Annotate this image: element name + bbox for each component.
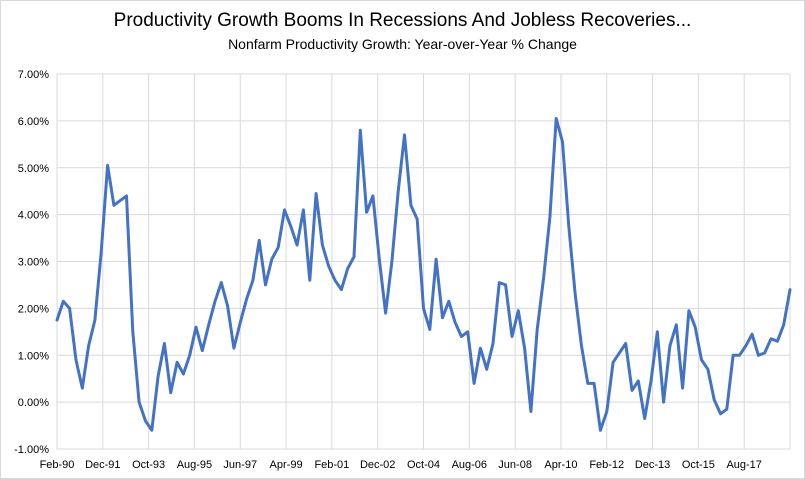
chart-title: Productivity Growth Booms In Recessions …	[113, 10, 692, 31]
gridlines	[56, 73, 791, 450]
y-tick-label: 1.00%	[18, 350, 49, 362]
y-axis-ticks: -1.00% 0.00% 1.00% 2.00% 3.00% 4.00% 5.00% 6.00…	[14, 69, 49, 456]
x-tick-label: Aug-95	[177, 459, 212, 471]
series-layer	[55, 117, 792, 432]
x-tick-label: Oct-93	[132, 459, 165, 471]
y-tick-label: 6.00%	[18, 116, 49, 128]
x-tick-label: Dec-13	[635, 459, 670, 471]
x-tick-label: Dec-91	[85, 459, 120, 471]
y-tick-label: 4.00%	[18, 210, 49, 222]
x-tick-label: Aug-06	[452, 459, 487, 471]
x-tick-label: Dec-02	[360, 459, 395, 471]
x-tick-label: Oct-04	[407, 459, 440, 471]
chart-subtitle: Nonfarm Productivity Growth: Year-over-Y…	[228, 36, 577, 52]
x-tick-label: Jun-97	[223, 459, 257, 471]
x-tick-label: Aug-17	[726, 459, 761, 471]
x-tick-label: Feb-12	[589, 459, 624, 471]
x-tick-label: Apr-10	[544, 459, 577, 471]
series-line	[55, 117, 792, 432]
x-tick-label: Apr-99	[270, 459, 303, 471]
y-tick-label: 5.00%	[18, 163, 49, 175]
x-tick-label: Oct-15	[682, 459, 715, 471]
y-tick-label: 7.00%	[18, 69, 49, 81]
x-tick-label: Feb-90	[40, 459, 75, 471]
x-tick-label: Jun-08	[498, 459, 532, 471]
y-tick-label: 0.00%	[18, 397, 49, 409]
y-tick-label: 2.00%	[18, 303, 49, 315]
y-tick-label: 3.00%	[18, 257, 49, 269]
x-axis-ticks: Feb-90 Dec-91 Oct-93 Aug-95 Jun-97 Apr-99 Feb-…	[40, 459, 762, 471]
x-tick-label: Feb-01	[314, 459, 349, 471]
y-tick-label: -1.00%	[14, 444, 49, 456]
